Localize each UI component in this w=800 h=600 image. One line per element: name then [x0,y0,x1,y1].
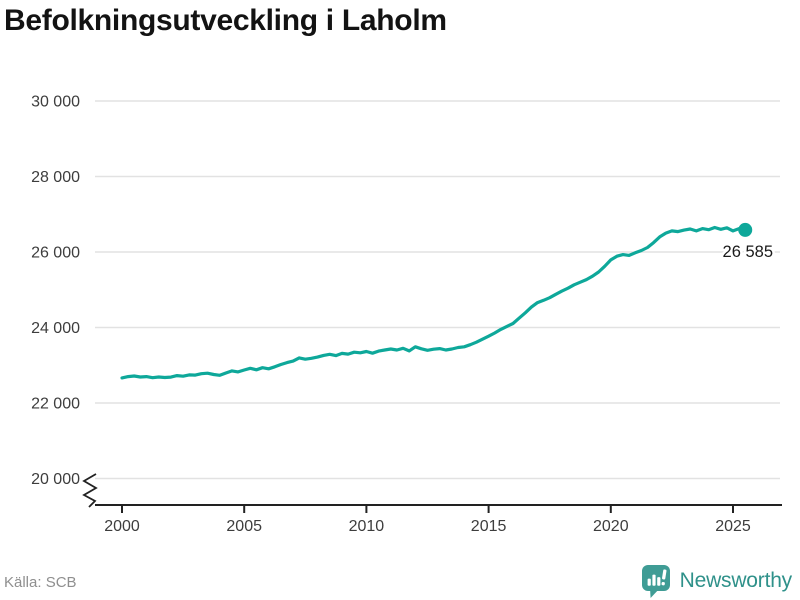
y-tick-label: 26 000 [31,245,80,262]
x-tick-label: 2005 [226,518,262,535]
latest-value-label: 26 585 [723,243,773,261]
y-axis-break-icon [82,473,98,508]
newsworthy-logo[interactable]: Newsworthy [641,563,792,599]
source-credit: Källa: SCB [4,574,77,591]
population-series-line [120,225,747,380]
y-axis-tick-labels: 20 000 22 000 24 000 26 000 28 000 30 000 [31,94,80,489]
y-tick-label: 28 000 [31,169,80,186]
x-axis-tick-labels: 2000 2005 2010 2015 2020 2025 [104,518,751,535]
x-tick-label: 2000 [104,518,140,535]
x-tick-label: 2015 [471,518,507,535]
y-tick-label: 30 000 [31,94,80,111]
newsworthy-bubble-chart-icon [641,564,671,599]
x-tick-label: 2010 [349,518,385,535]
y-tick-label: 22 000 [31,396,80,413]
chart-title: Befolkningsutveckling i Laholm [4,4,447,37]
gridlines [95,100,780,480]
y-tick-label: 20 000 [31,471,80,488]
x-tick-label: 2020 [593,518,629,535]
x-tick-label: 2025 [715,518,751,535]
latest-value-dot [738,222,753,237]
y-tick-label: 24 000 [31,320,80,337]
newsworthy-wordmark: Newsworthy [679,569,793,592]
x-axis [95,504,782,513]
